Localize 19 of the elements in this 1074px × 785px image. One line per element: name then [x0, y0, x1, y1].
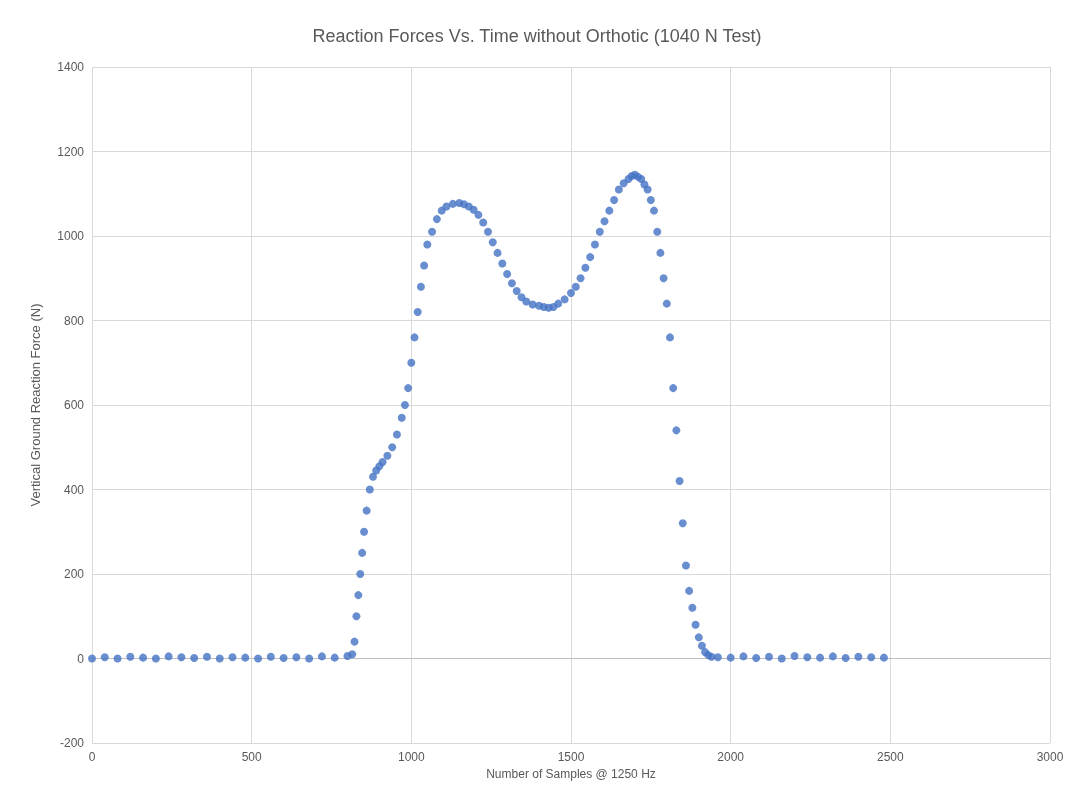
x-tick-label: 0	[88, 750, 96, 764]
x-tick-label: 2000	[717, 750, 745, 764]
chart-title: Reaction Forces Vs. Time without Orthotic (1040 N Test)	[312, 26, 762, 46]
x-tick-label: 3000	[1036, 750, 1064, 764]
y-tick-label: 600	[63, 398, 85, 412]
y-tick-label: 800	[63, 313, 85, 328]
y-tick-label: 400	[63, 482, 85, 497]
y-tick-label: 0	[77, 651, 85, 666]
y-tick-label: 1000	[57, 229, 85, 243]
y-tick-label: 1400	[57, 60, 85, 74]
x-tick-label: 2500	[876, 750, 904, 764]
y-tick-label: -200	[59, 736, 85, 750]
y-tick-label: 200	[63, 567, 85, 581]
x-axis-title: Number of Samples @ 1250 Hz	[486, 767, 656, 781]
y-tick-label: 1200	[57, 144, 85, 159]
x-tick-label: 500	[241, 750, 262, 764]
x-tick-label: 1000	[397, 750, 425, 764]
x-tick-label: 1500	[557, 750, 585, 764]
y-axis-title: Vertical Ground Reaction Force (N)	[28, 303, 43, 507]
